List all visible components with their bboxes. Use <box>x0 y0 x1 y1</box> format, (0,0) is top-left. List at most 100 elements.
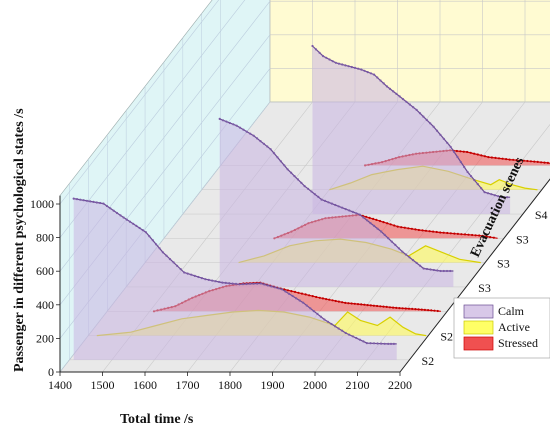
data-point <box>238 283 241 286</box>
data-point <box>363 69 366 72</box>
data-point <box>317 195 320 198</box>
data-point <box>344 64 347 67</box>
data-point <box>221 281 224 284</box>
data-point <box>312 310 315 313</box>
data-point <box>383 233 386 236</box>
data-point <box>307 187 310 190</box>
data-point <box>382 305 385 308</box>
data-point <box>221 119 225 122</box>
data-point <box>428 230 431 233</box>
data-point <box>480 154 483 157</box>
data-point <box>311 44 314 48</box>
data-point <box>296 178 299 181</box>
data-point <box>466 170 469 174</box>
x-tick-label: 1400 <box>48 378 72 392</box>
axes <box>56 178 550 376</box>
data-point <box>102 202 105 205</box>
data-point <box>266 145 269 148</box>
data-point <box>449 145 452 148</box>
data-point <box>533 160 536 163</box>
data-point <box>217 280 221 283</box>
data-point <box>109 207 112 210</box>
data-point <box>478 234 481 237</box>
data-point <box>481 234 484 237</box>
data-point <box>432 268 435 272</box>
data-point <box>92 200 95 203</box>
data-point <box>460 233 463 236</box>
data-point <box>291 294 294 298</box>
data-point <box>485 235 488 238</box>
scene-tick-label: S3 <box>478 281 491 295</box>
data-point <box>334 299 337 303</box>
data-point <box>314 48 318 51</box>
data-point <box>252 134 255 137</box>
data-point <box>351 335 354 338</box>
data-point <box>449 232 452 235</box>
data-point <box>427 309 430 312</box>
data-point <box>503 196 506 199</box>
data-point <box>500 196 503 199</box>
back-wall <box>269 0 550 103</box>
data-point <box>155 243 158 246</box>
data-point <box>389 223 392 226</box>
data-point <box>286 289 289 292</box>
data-point <box>471 233 474 237</box>
legend-label-calm: Calm <box>498 304 525 318</box>
data-point <box>331 299 334 302</box>
data-point <box>366 71 369 74</box>
x-tick-label: 1900 <box>261 378 285 392</box>
data-point <box>405 100 408 103</box>
area-fill <box>312 46 511 214</box>
data-point <box>228 282 231 285</box>
data-point <box>442 269 445 273</box>
data-point <box>341 301 344 304</box>
data-point <box>489 236 492 239</box>
data-point <box>411 307 414 310</box>
data-point <box>95 201 98 204</box>
data-point <box>148 235 151 238</box>
data-point <box>379 305 382 308</box>
data-point <box>439 269 442 273</box>
data-point <box>362 216 365 219</box>
data-point <box>211 279 214 282</box>
data-point <box>357 67 360 70</box>
data-point <box>452 150 456 153</box>
data-point <box>505 158 508 161</box>
data-point <box>290 290 293 293</box>
data-point <box>225 120 228 123</box>
data-point <box>519 159 522 162</box>
data-point <box>234 282 238 285</box>
data-point <box>398 95 401 98</box>
data-point <box>99 201 102 205</box>
data-point <box>276 156 279 159</box>
data-point <box>303 185 306 188</box>
data-point <box>259 282 262 285</box>
scene-tick-label: S3 <box>516 232 529 246</box>
data-point <box>546 161 550 164</box>
data-point <box>486 192 490 195</box>
data-point <box>365 215 368 218</box>
data-point <box>473 152 476 155</box>
x-tick-label: 2000 <box>303 378 327 392</box>
data-point <box>473 179 476 182</box>
data-point <box>344 208 347 211</box>
data-point <box>316 312 319 315</box>
data-point <box>466 150 469 154</box>
legend: Calm Active Stressed <box>453 297 550 359</box>
data-point <box>360 303 363 306</box>
data-point <box>334 325 337 328</box>
series-calm-scene-1 <box>72 197 397 360</box>
data-point <box>400 226 403 229</box>
data-point <box>122 216 125 219</box>
data-point <box>515 159 518 162</box>
data-point <box>382 221 385 224</box>
data-point <box>334 203 337 207</box>
data-point <box>540 161 543 164</box>
data-point <box>407 227 410 230</box>
data-point <box>425 267 429 271</box>
area-fill <box>73 198 397 360</box>
x-tick-label: 1700 <box>176 378 200 392</box>
data-point <box>385 305 388 308</box>
data-point <box>398 307 401 310</box>
